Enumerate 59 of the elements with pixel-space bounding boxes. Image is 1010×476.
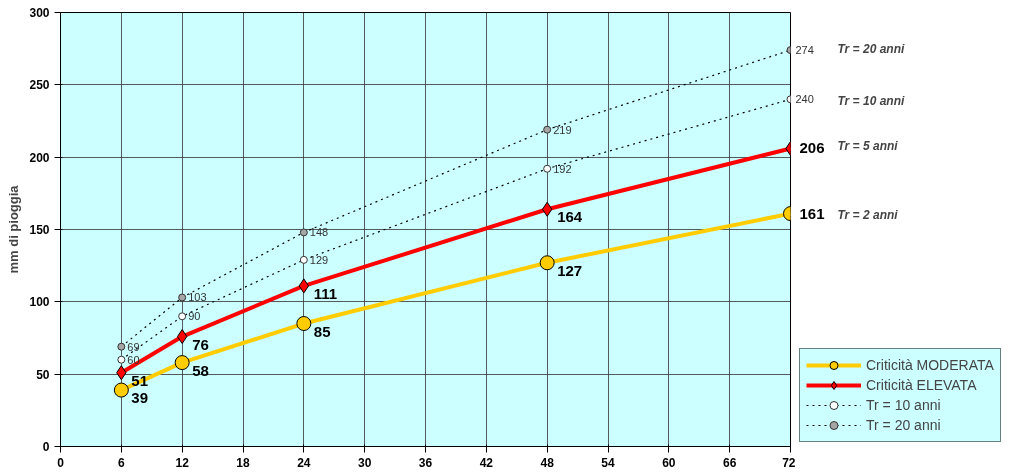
data-label: 206 — [799, 139, 825, 157]
point — [113, 382, 129, 398]
text: Tr = 5 anni — [837, 138, 899, 153]
data-label: 148 — [309, 226, 329, 239]
point — [543, 125, 552, 134]
legend-label: Criticità MODERATA — [866, 357, 994, 373]
y-tick-label: 0 — [42, 440, 50, 454]
data-label: 240 — [795, 93, 814, 106]
point — [117, 342, 126, 351]
y-tick-label: 300 — [29, 6, 50, 20]
text: Tr = 20 anni — [837, 41, 905, 56]
point — [174, 355, 190, 371]
point — [539, 255, 555, 271]
x-tick-label: 12 — [175, 455, 190, 470]
data-label: 274 — [795, 44, 814, 57]
point — [296, 316, 312, 332]
x-tick-label: 54 — [601, 455, 615, 470]
y-tick-label: 100 — [29, 295, 50, 310]
legend-label: Tr = 20 anni — [866, 417, 941, 433]
text: Tr = 2 anni — [837, 207, 899, 222]
data-label: 127 — [557, 261, 583, 279]
y-tick-label: 250 — [29, 78, 50, 93]
x-tick-label: 18 — [236, 455, 250, 470]
legend-label: Tr = 10 anni — [866, 397, 941, 413]
data-label: 192 — [553, 162, 572, 175]
y-tick-label: 200 — [29, 150, 50, 165]
data-label: 111 — [313, 284, 338, 302]
x-tick-label: 30 — [357, 455, 372, 470]
data-label: 90 — [188, 310, 201, 323]
point — [178, 312, 187, 321]
y-tick-label: 50 — [36, 367, 50, 382]
data-label: 164 — [557, 208, 583, 226]
y-tick-label: 150 — [29, 223, 50, 237]
point — [299, 255, 308, 264]
point — [299, 228, 308, 237]
x-tick-label: 0 — [57, 455, 65, 470]
data-label: 60 — [127, 353, 140, 366]
x-tick-label: 6 — [118, 455, 125, 470]
x-tick-label: 36 — [418, 455, 433, 470]
point — [178, 293, 187, 302]
data-label: 219 — [553, 123, 572, 136]
data-label: 161 — [799, 204, 825, 222]
x-tick-label: 24 — [297, 455, 311, 470]
legend-label: Criticità ELEVATA — [866, 377, 977, 393]
data-label: 39 — [131, 389, 149, 407]
point — [117, 355, 126, 364]
point — [543, 164, 552, 173]
data-label: 69 — [127, 340, 140, 353]
data-label: 103 — [188, 291, 207, 304]
x-tick-label: 60 — [662, 455, 676, 470]
x-tick-label: 42 — [479, 455, 494, 470]
data-label: 85 — [313, 322, 331, 340]
data-label: 76 — [192, 335, 209, 353]
y-axis-title: mm di pioggia — [6, 184, 22, 274]
text: Tr = 10 anni — [837, 93, 905, 108]
x-tick-label: 66 — [722, 455, 737, 470]
x-tick-label: 48 — [540, 455, 555, 470]
x-tick-label: 72 — [782, 455, 796, 470]
data-label: 129 — [309, 253, 329, 266]
